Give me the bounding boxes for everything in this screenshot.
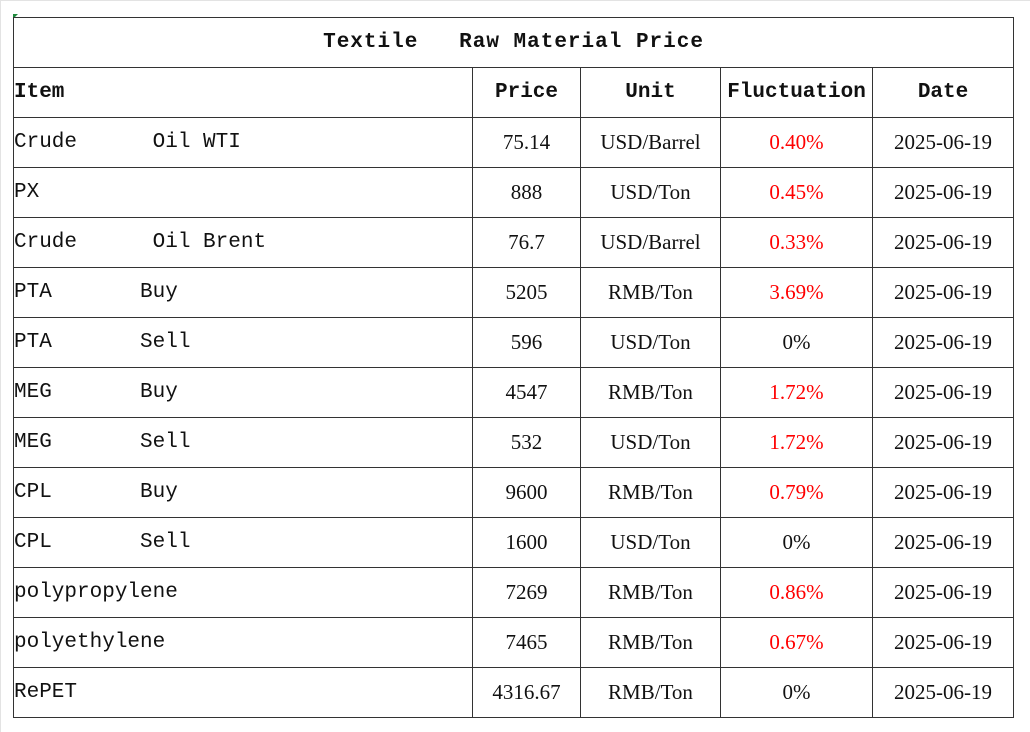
cell-date[interactable]: 2025-06-19 <box>871 567 1015 618</box>
table-row: MEG Sell 532 USD/Ton 1.72% 2025-06-19 <box>13 417 1015 468</box>
cell-item[interactable]: polyethylene <box>13 617 473 668</box>
cell-item[interactable]: Crude Oil Brent <box>13 217 473 268</box>
selected-cell-marker <box>13 14 18 19</box>
cell-unit[interactable]: USD/Ton <box>580 167 721 218</box>
title-row: Textile Raw Material Price <box>12 17 1015 68</box>
cell-fluctuation[interactable]: 0.86% <box>720 567 873 618</box>
header-item[interactable]: Item <box>13 67 473 118</box>
cell-item[interactable]: CPL Buy <box>13 467 473 518</box>
cell-date[interactable]: 2025-06-19 <box>871 217 1015 268</box>
cell-date[interactable]: 2025-06-19 <box>871 267 1015 318</box>
cell-date[interactable]: 2025-06-19 <box>871 517 1015 568</box>
table-row: CPL Buy 9600 RMB/Ton 0.79% 2025-06-19 <box>13 467 1015 518</box>
cell-item[interactable]: PX <box>13 167 473 218</box>
cell-item[interactable]: CPL Sell <box>13 517 473 568</box>
table-row: RePET 4316.67 RMB/Ton 0% 2025-06-19 <box>13 667 1015 718</box>
cell-fluctuation[interactable]: 0.33% <box>720 217 873 268</box>
table-row: CPL Sell 1600 USD/Ton 0% 2025-06-19 <box>13 517 1015 568</box>
cell-unit[interactable]: USD/Ton <box>580 517 721 568</box>
cell-item[interactable]: MEG Buy <box>13 367 473 418</box>
cell-date[interactable]: 2025-06-19 <box>871 667 1015 718</box>
cell-unit[interactable]: RMB/Ton <box>580 267 721 318</box>
cell-price[interactable]: 7465 <box>472 617 581 668</box>
header-fluctuation[interactable]: Fluctuation <box>720 67 873 118</box>
table-row: Crude Oil WTI 75.14 USD/Barrel 0.40% 2025-06… <box>13 117 1015 168</box>
cell-date[interactable]: 2025-06-19 <box>871 417 1015 468</box>
cell-item[interactable]: PTA Sell <box>13 317 473 368</box>
cell-fluctuation[interactable]: 0.40% <box>720 117 873 168</box>
cell-fluctuation[interactable]: 0.67% <box>720 617 873 668</box>
cell-fluctuation[interactable]: 0% <box>720 667 873 718</box>
cell-price[interactable]: 888 <box>472 167 581 218</box>
header-unit[interactable]: Unit <box>580 67 721 118</box>
cell-item[interactable]: RePET <box>13 667 473 718</box>
header-date[interactable]: Date <box>871 67 1015 118</box>
cell-price[interactable]: 7269 <box>472 567 581 618</box>
cell-price[interactable]: 76.7 <box>472 217 581 268</box>
cell-unit[interactable]: RMB/Ton <box>580 367 721 418</box>
cell-date[interactable]: 2025-06-19 <box>871 617 1015 668</box>
cell-price[interactable]: 5205 <box>472 267 581 318</box>
cell-price[interactable]: 532 <box>472 417 581 468</box>
cell-price[interactable]: 9600 <box>472 467 581 518</box>
table-row: PX 888 USD/Ton 0.45% 2025-06-19 <box>13 167 1015 218</box>
cell-date[interactable]: 2025-06-19 <box>871 317 1015 368</box>
cell-item[interactable]: MEG Sell <box>13 417 473 468</box>
cell-unit[interactable]: USD/Ton <box>580 417 721 468</box>
cell-unit[interactable]: RMB/Ton <box>580 567 721 618</box>
cell-fluctuation[interactable]: 0% <box>720 317 873 368</box>
table-title[interactable]: Textile Raw Material Price <box>12 17 1015 68</box>
table-row: MEG Buy 4547 RMB/Ton 1.72% 2025-06-19 <box>13 367 1015 418</box>
price-table: Textile Raw Material Price Item Price Un… <box>12 17 1015 718</box>
cell-unit[interactable]: RMB/Ton <box>580 467 721 518</box>
cell-date[interactable]: 2025-06-19 <box>871 167 1015 218</box>
cell-unit[interactable]: RMB/Ton <box>580 667 721 718</box>
header-row: Item Price Unit Fluctuation Date <box>13 67 1015 118</box>
cell-item[interactable]: polypropylene <box>13 567 473 618</box>
header-price[interactable]: Price <box>472 67 581 118</box>
table-row: PTA Sell 596 USD/Ton 0% 2025-06-19 <box>13 317 1015 368</box>
cell-price[interactable]: 596 <box>472 317 581 368</box>
table-row: polyethylene 7465 RMB/Ton 0.67% 2025-06-19 <box>13 617 1015 668</box>
cell-unit[interactable]: USD/Ton <box>580 317 721 368</box>
cell-price[interactable]: 1600 <box>472 517 581 568</box>
cell-price[interactable]: 4547 <box>472 367 581 418</box>
cell-fluctuation[interactable]: 0% <box>720 517 873 568</box>
cell-date[interactable]: 2025-06-19 <box>871 367 1015 418</box>
cell-unit[interactable]: USD/Barrel <box>580 217 721 268</box>
table-row: Crude Oil Brent 76.7 USD/Barrel 0.33% 2025-0… <box>13 217 1015 268</box>
cell-unit[interactable]: USD/Barrel <box>580 117 721 168</box>
cell-fluctuation[interactable]: 0.45% <box>720 167 873 218</box>
cell-fluctuation[interactable]: 0.79% <box>720 467 873 518</box>
cell-fluctuation[interactable]: 3.69% <box>720 267 873 318</box>
cell-price[interactable]: 4316.67 <box>472 667 581 718</box>
cell-fluctuation[interactable]: 1.72% <box>720 367 873 418</box>
cell-unit[interactable]: RMB/Ton <box>580 617 721 668</box>
cell-date[interactable]: 2025-06-19 <box>871 467 1015 518</box>
cell-price[interactable]: 75.14 <box>472 117 581 168</box>
table-row: polypropylene 7269 RMB/Ton 0.86% 2025-06-19 <box>13 567 1015 618</box>
cell-fluctuation[interactable]: 1.72% <box>720 417 873 468</box>
table-row: PTA Buy 5205 RMB/Ton 3.69% 2025-06-19 <box>13 267 1015 318</box>
cell-item[interactable]: Crude Oil WTI <box>13 117 473 168</box>
cell-date[interactable]: 2025-06-19 <box>871 117 1015 168</box>
cell-item[interactable]: PTA Buy <box>13 267 473 318</box>
